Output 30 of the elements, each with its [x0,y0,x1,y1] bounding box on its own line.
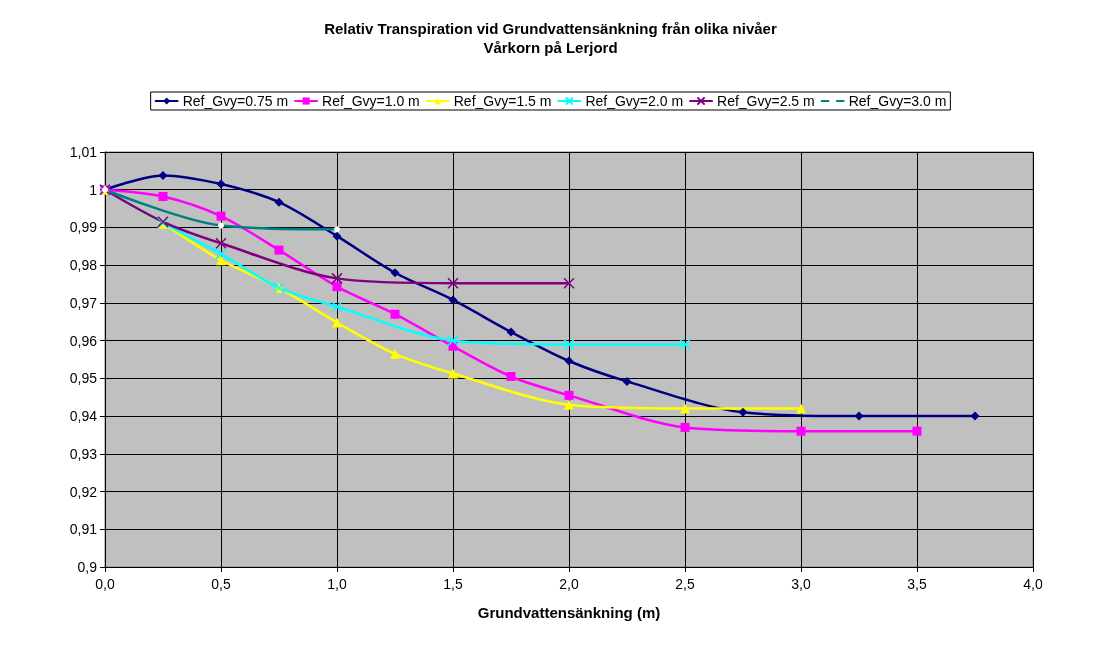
legend-label: Ref_Gvy=1.0 m [322,93,420,109]
y-tick-label: 0,91 [69,521,98,538]
y-tick-label: 0,98 [69,257,98,274]
y-tick-label: 0,97 [69,294,98,311]
y-tick-label: 0,94 [69,408,98,425]
legend-label: Ref_Gvy=2.5 m [717,93,815,109]
x-tick-label: 4,0 [1023,576,1043,592]
x-tick-label: 0,5 [211,576,231,592]
x-tick-label: 3,0 [791,576,811,592]
legend-label: Ref_Gvy=2.0 m [585,93,684,109]
y-tick-label: 0,95 [69,370,98,387]
y-tick-label: 0,9 [77,559,98,575]
x-tick-label: 2,0 [559,576,579,592]
chart-title: Relativ Transpiration vid Grundvattensänkning från olika nivåer [324,20,777,37]
y-tick-label: 0,96 [69,332,98,349]
y-tick-label: 0,99 [69,219,98,236]
y-tick-label: 0,92 [69,483,98,500]
x-tick-label: 1,5 [443,576,463,592]
x-tick-label: 0,0 [95,576,115,592]
x-tick-label: 2,5 [675,576,695,592]
x-tick-label: 1,0 [327,576,347,592]
y-tick-label: 1 [89,181,98,198]
y-tick-label: 0,93 [69,445,98,462]
y-tick-label: 1,01 [69,144,98,160]
x-axis-title: Grundvattensänkning (m) [477,604,661,621]
chart-subtitle: Vårkorn på Lerjord [483,39,618,56]
legend-label: Ref_Gvy=1.5 m [453,93,552,109]
x-tick-label: 3,5 [907,576,927,592]
legend-label: Ref_Gvy=3.0 m [848,93,947,109]
legend-label: Ref_Gvy=0.75 m [182,93,289,109]
